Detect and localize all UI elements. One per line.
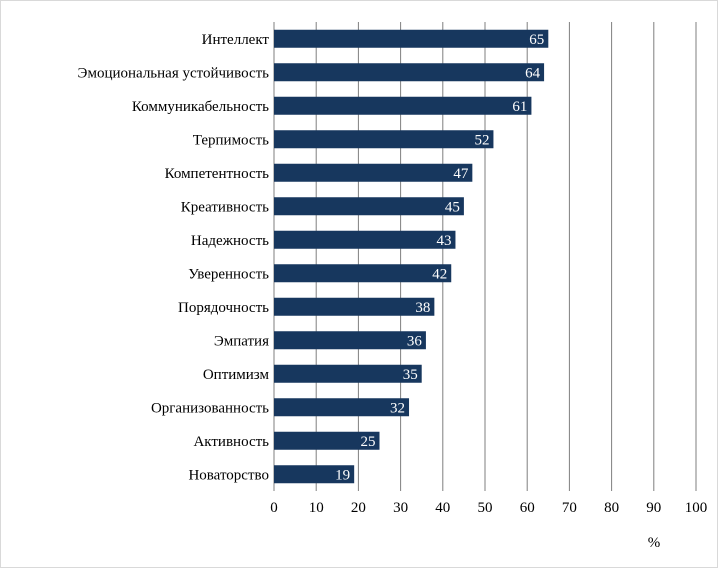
bar — [274, 297, 435, 316]
bar-value-label: 52 — [474, 132, 489, 148]
bar — [274, 230, 456, 249]
bars: 65 64 61 52 47 45 43 42 38 36 35 32 25 19 — [274, 29, 549, 484]
bar-value-label: 45 — [445, 199, 460, 215]
category-label: Креативность — [181, 199, 269, 215]
x-tick-label: 40 — [435, 500, 450, 516]
x-tick-label: 10 — [309, 500, 324, 516]
x-tick-label: 80 — [604, 500, 619, 516]
bar-value-label: 43 — [436, 233, 451, 249]
bar-value-label: 65 — [529, 32, 544, 48]
bar — [274, 29, 549, 48]
bar — [274, 130, 494, 149]
x-tick-label: 30 — [393, 500, 408, 516]
bar — [274, 331, 426, 350]
category-label: Коммуникабельность — [132, 99, 269, 115]
category-labels: Интеллект Эмоциональная устойчивость Комму… — [78, 32, 270, 484]
bar-value-label: 25 — [361, 434, 376, 450]
bar-value-label: 36 — [407, 333, 423, 349]
bar — [274, 465, 355, 484]
bar-value-label: 64 — [525, 65, 541, 81]
bar-value-label: 61 — [512, 99, 527, 115]
category-label: Эмоциональная устойчивость — [78, 65, 270, 81]
bar-value-label: 38 — [415, 300, 430, 316]
category-label: Терпимость — [193, 132, 269, 148]
category-label: Интеллект — [202, 32, 270, 48]
x-tick-label: 60 — [520, 500, 535, 516]
bar — [274, 398, 410, 417]
x-tick-label: 50 — [478, 500, 493, 516]
gridlines — [273, 22, 697, 491]
bar-value-label: 42 — [432, 266, 447, 282]
x-tick-label: 70 — [562, 500, 577, 516]
bar-value-label: 32 — [390, 400, 405, 416]
bar — [274, 96, 532, 115]
category-label: Надежность — [191, 233, 269, 249]
bar-value-label: 47 — [453, 166, 469, 182]
bar — [274, 264, 452, 283]
category-label: Компетентность — [165, 166, 270, 182]
bar — [274, 197, 464, 216]
x-tick-label: 90 — [646, 500, 661, 516]
category-label: Порядочность — [178, 300, 269, 316]
x-axis-ticks: 0 10 20 30 40 50 60 70 80 90 100 — [270, 500, 707, 516]
category-label: Новаторство — [188, 467, 269, 483]
x-axis-unit-label: % — [648, 535, 661, 551]
category-label: Эмпатия — [214, 333, 269, 349]
bar — [274, 63, 545, 82]
x-tick-label: 0 — [270, 500, 278, 516]
category-label: Оптимизм — [203, 367, 270, 383]
x-tick-label: 20 — [351, 500, 366, 516]
bar-value-label: 19 — [335, 467, 350, 483]
bar — [274, 431, 380, 450]
category-label: Уверенность — [188, 266, 269, 282]
bar-value-label: 35 — [403, 367, 418, 383]
category-label: Активность — [193, 434, 269, 450]
bar — [274, 163, 473, 182]
category-label: Организованность — [151, 400, 269, 416]
x-tick-label: 100 — [685, 500, 708, 516]
bar — [274, 364, 422, 383]
